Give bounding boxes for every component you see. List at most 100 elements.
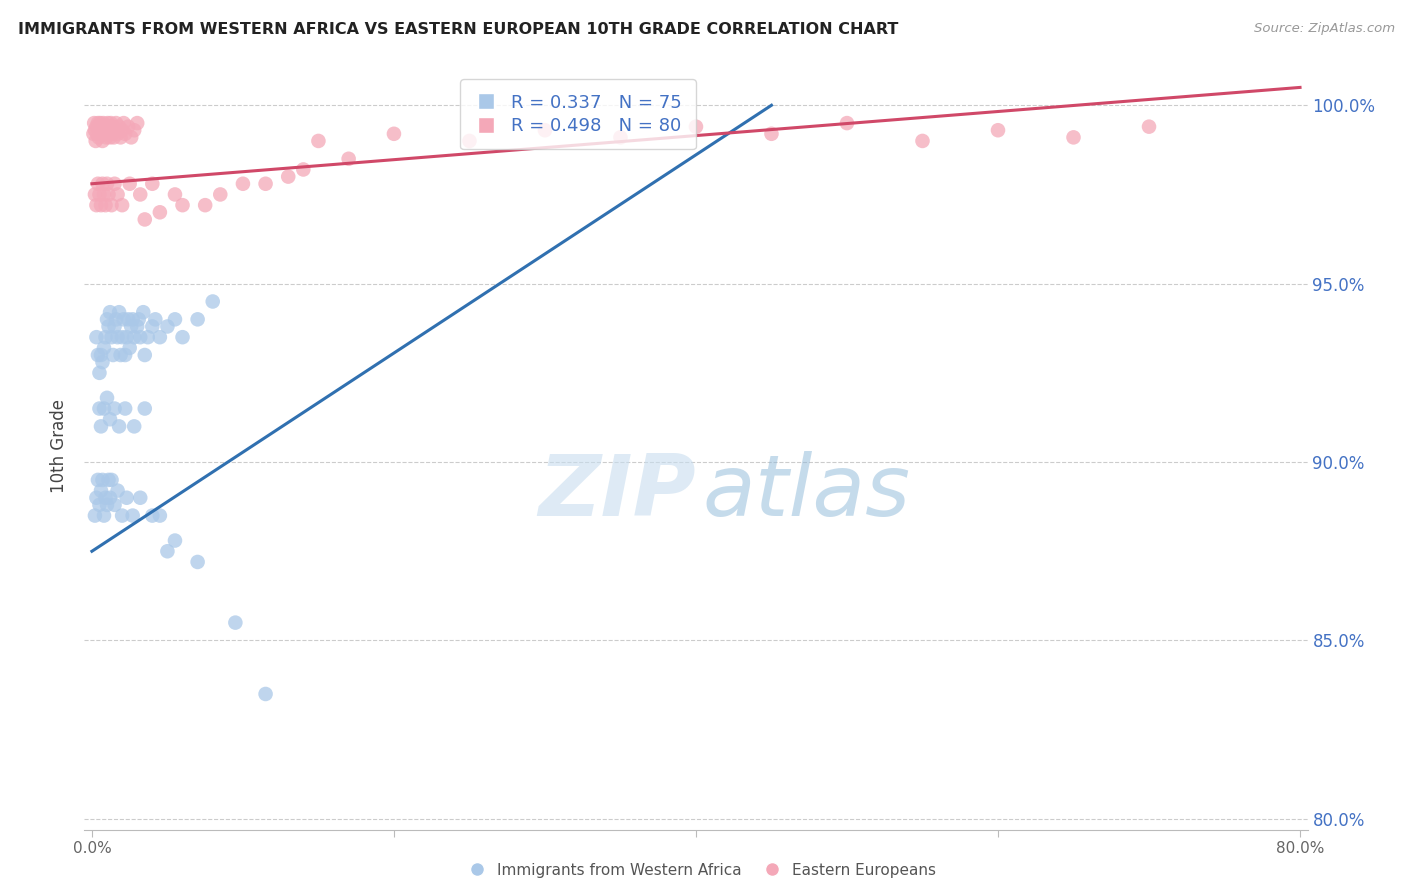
Point [172,198,194,212]
Point [84,134,107,148]
Point [108,120,131,134]
Point [111,508,134,523]
Point [103,130,125,145]
Point [114,348,136,362]
Point [292,162,315,177]
Point [103,401,125,416]
Point [128,312,150,326]
Point [209,187,232,202]
Point [194,198,217,212]
Point [114,401,136,416]
Point [101,127,124,141]
Point [134,401,156,416]
Point [112,312,135,326]
Point [121,312,143,326]
Point [121,508,143,523]
Point [163,533,186,548]
Point [89,116,111,130]
Point [107,330,129,344]
Point [89,401,111,416]
Point [100,116,122,130]
Point [254,687,277,701]
Point [127,116,149,130]
Point [127,319,149,334]
Point [103,319,125,334]
Point [122,330,145,344]
Point [224,615,246,630]
Point [103,498,125,512]
Point [187,312,209,326]
Point [835,116,858,130]
Point [97,473,120,487]
Point [96,498,118,512]
Legend: Immigrants from Western Africa, Eastern Europeans: Immigrants from Western Africa, Eastern … [464,857,942,884]
Point [201,294,224,309]
Point [98,491,121,505]
Point [120,319,142,334]
Point [134,212,156,227]
Point [89,187,111,202]
Point [115,330,138,344]
Point [118,341,141,355]
Point [685,120,707,134]
Point [120,130,142,145]
Point [82,127,104,141]
Point [111,123,134,137]
Point [100,473,122,487]
Point [337,152,360,166]
Point [87,177,110,191]
Point [84,187,107,202]
Point [86,127,108,141]
Point [90,348,112,362]
Point [105,116,128,130]
Point [107,483,129,498]
Point [100,198,122,212]
Point [911,134,934,148]
Point [98,120,121,134]
Point [91,134,114,148]
Point [97,187,120,202]
Point [101,348,124,362]
Point [149,508,172,523]
Point [143,312,166,326]
Point [96,391,118,405]
Point [94,491,117,505]
Point [141,319,163,334]
Point [91,355,114,369]
Point [163,187,186,202]
Point [93,187,115,202]
Legend: R = 0.337   N = 75, R = 0.498   N = 80: R = 0.337 N = 75, R = 0.498 N = 80 [460,79,696,150]
Point [110,130,132,145]
Point [122,419,145,434]
Point [93,341,115,355]
Y-axis label: 10th Grade: 10th Grade [51,399,69,493]
Point [156,319,179,334]
Point [254,177,277,191]
Point [94,198,117,212]
Point [1137,120,1160,134]
Point [89,123,111,137]
Point [987,123,1010,137]
Point [307,134,329,148]
Point [100,330,122,344]
Point [97,116,120,130]
Point [187,555,209,569]
Point [117,312,139,326]
Point [90,127,112,141]
Point [97,319,120,334]
Point [118,177,141,191]
Point [91,116,114,130]
Point [97,127,120,141]
Point [90,120,112,134]
Text: Source: ZipAtlas.com: Source: ZipAtlas.com [1254,22,1395,36]
Point [122,123,145,137]
Point [93,123,115,137]
Point [83,116,105,130]
Point [90,198,112,212]
Point [93,508,115,523]
Point [86,330,108,344]
Point [87,116,110,130]
Point [163,312,186,326]
Point [156,544,179,558]
Point [87,473,110,487]
